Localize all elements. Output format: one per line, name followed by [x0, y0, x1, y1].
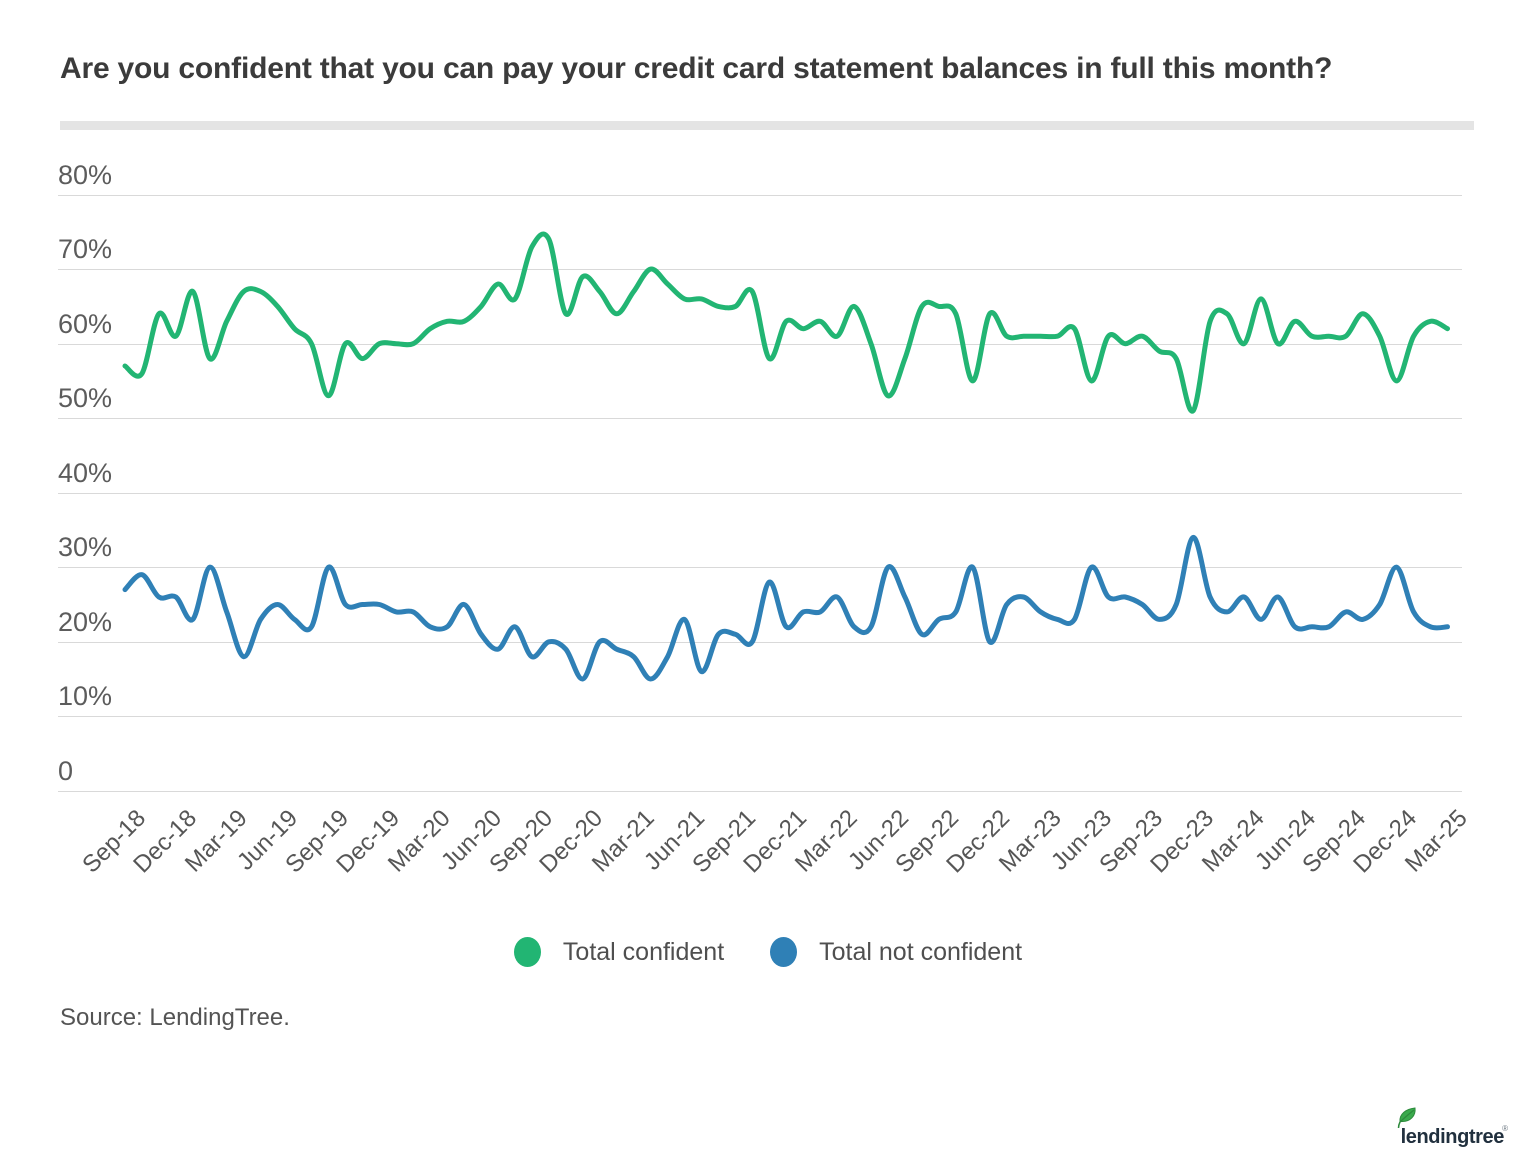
y-tick-label-60: 60% [58, 308, 113, 339]
gridline-0 [58, 790, 1462, 792]
y-tick-label-40: 40% [58, 457, 113, 488]
gridline-50 [58, 418, 1462, 420]
y-tick-label-80: 80% [58, 159, 113, 190]
legend: Total confident Total not confident [0, 928, 1536, 976]
logo-registered-mark: ® [1502, 1124, 1508, 1133]
y-tick-label-50: 50% [58, 383, 113, 414]
gridline-70 [58, 269, 1462, 271]
legend-item-total-not-confident: Total not confident [770, 937, 1022, 967]
title-divider [60, 121, 1474, 130]
gridline-60 [58, 343, 1462, 345]
y-tick-label-30: 30% [58, 532, 113, 563]
gridline-10 [58, 716, 1462, 718]
source-note: Source: LendingTree. [60, 1004, 290, 1031]
y-tick-label-0: 0 [58, 755, 74, 786]
gridline-40 [58, 492, 1462, 494]
gridline-30 [58, 567, 1462, 569]
legend-label: Total not confident [819, 937, 1023, 966]
gridline-80 [58, 194, 1462, 196]
legend-dot-green [513, 937, 541, 967]
series-line-total-not-confident [122, 534, 1450, 682]
legend-label: Total confident [562, 937, 725, 966]
logo-text: lendingtree [1400, 1126, 1505, 1148]
y-tick-label-20: 20% [58, 606, 113, 637]
y-tick-label-70: 70% [58, 234, 113, 265]
leaf-icon [1397, 1107, 1416, 1129]
legend-item-total-confident: Total confident [513, 937, 725, 967]
gridline-20 [58, 641, 1462, 643]
legend-dot-blue [770, 937, 798, 967]
chart-title: Are you confident that you can pay your … [60, 52, 1333, 85]
y-tick-label-10: 10% [58, 681, 113, 712]
series-line-total-confident [122, 231, 1450, 414]
lendingtree-logo: lendingtree ® [1328, 1104, 1508, 1156]
